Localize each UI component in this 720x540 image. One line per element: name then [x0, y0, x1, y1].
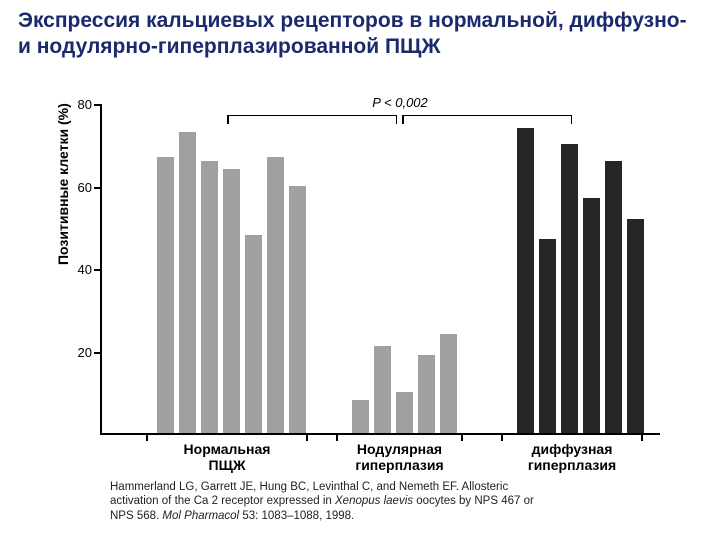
- citation-part: Hammerland LG, Garrett JE, Hung BC, Levi…: [110, 481, 508, 493]
- group-baseline: [147, 433, 307, 435]
- citation-part: oocytes by NPS 467 or: [413, 495, 534, 507]
- bar: [179, 132, 196, 433]
- group-label: Нодулярнаягиперплазия: [327, 441, 472, 473]
- y-tick: [94, 187, 102, 189]
- bar: [223, 169, 240, 433]
- bar: [517, 128, 534, 433]
- y-tick-label: 60: [68, 180, 92, 195]
- group-tick: [306, 433, 308, 441]
- citation-part: activation of the Ca 2 receptor expresse…: [110, 495, 335, 507]
- bar: [539, 239, 556, 433]
- bars-container: [102, 103, 662, 433]
- bar: [627, 219, 644, 434]
- group-tick: [336, 433, 338, 441]
- bar: [561, 144, 578, 433]
- y-tick: [94, 269, 102, 271]
- bar: [267, 157, 284, 433]
- group-label: диффузнаягиперплазия: [492, 441, 652, 473]
- chart-area: P < 0,002 20406080НормальнаяПЩЖНодулярна…: [100, 105, 660, 435]
- bar: [352, 400, 369, 433]
- bar: [245, 235, 262, 433]
- y-tick: [94, 104, 102, 106]
- group-baseline: [337, 433, 462, 435]
- group-tick: [641, 433, 643, 441]
- citation-part: 53: 1083–1088, 1998.: [239, 510, 354, 522]
- bar: [201, 161, 218, 433]
- bar: [374, 346, 391, 433]
- y-tick: [94, 352, 102, 354]
- group-tick: [461, 433, 463, 441]
- group-tick: [501, 433, 503, 441]
- bar: [583, 198, 600, 433]
- bar: [396, 392, 413, 433]
- bar: [440, 334, 457, 433]
- group-label: НормальнаяПЩЖ: [137, 441, 317, 473]
- y-tick-label: 40: [68, 262, 92, 277]
- bar: [605, 161, 622, 433]
- y-tick-label: 80: [68, 97, 92, 112]
- slide-title: Экспрессия кальциевых рецепторов в норма…: [0, 0, 720, 67]
- bar: [418, 355, 435, 433]
- group-tick: [146, 433, 148, 441]
- citation-part: NPS 568.: [110, 510, 162, 522]
- plot-region: 20406080НормальнаяПЩЖНодулярнаягиперплаз…: [100, 105, 660, 435]
- group-baseline: [502, 433, 642, 435]
- pvalue-bracket: [402, 115, 572, 116]
- citation-ital: Mol Pharmacol: [162, 510, 239, 522]
- bar: [289, 186, 306, 434]
- y-tick-label: 20: [68, 345, 92, 360]
- citation-ital: Xenopus laevis: [335, 495, 413, 507]
- pvalue-bracket: [227, 115, 397, 116]
- citation-text: Hammerland LG, Garrett JE, Hung BC, Levi…: [110, 480, 670, 523]
- bar: [157, 157, 174, 433]
